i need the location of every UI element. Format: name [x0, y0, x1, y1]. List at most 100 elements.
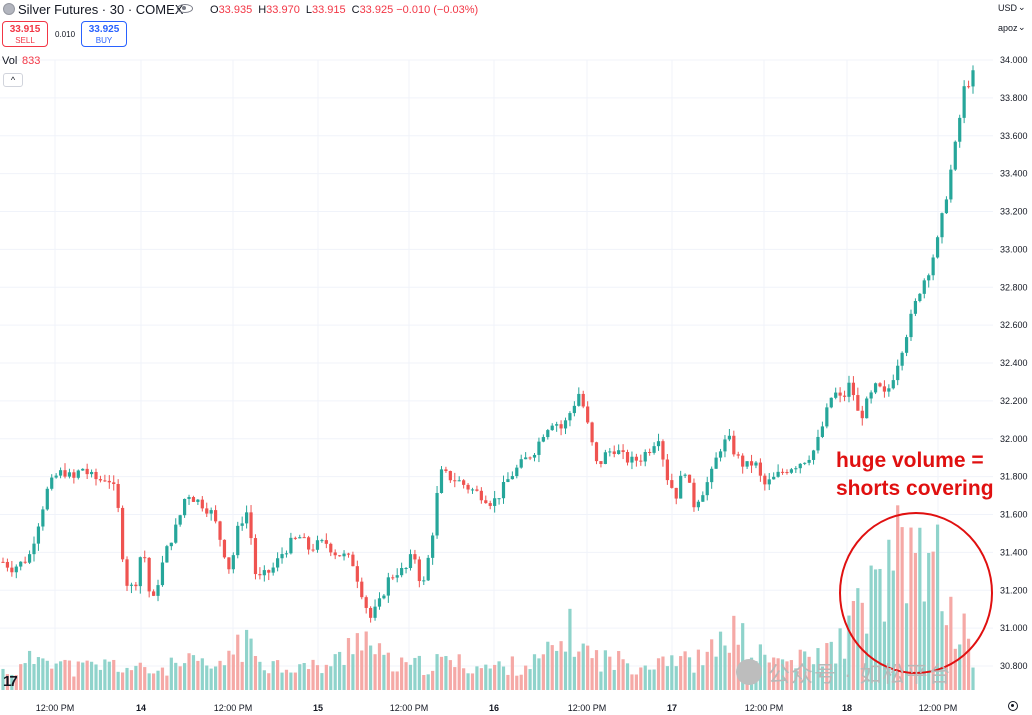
candle-body	[608, 451, 612, 453]
candle-body	[89, 471, 94, 475]
candle-body	[129, 584, 134, 586]
candle-body	[493, 498, 497, 506]
volume-bar	[227, 650, 231, 690]
candle-body	[240, 523, 244, 526]
volume-bar	[236, 634, 240, 690]
volume-bar	[532, 654, 537, 690]
volume-bar	[594, 650, 599, 690]
candle-body	[559, 424, 563, 429]
volume-bar	[27, 650, 32, 690]
volume-bar	[838, 628, 842, 690]
volume-bar	[315, 665, 320, 690]
volume-bar	[364, 631, 368, 690]
volume-bar	[643, 665, 647, 690]
volume-bar	[187, 653, 191, 690]
volume-bar	[475, 666, 479, 690]
y-tick-label: 34.000	[1000, 55, 1028, 65]
candle-body	[847, 382, 851, 397]
volume-bar	[674, 666, 678, 690]
volume-bar	[253, 656, 258, 690]
currency-selector[interactable]: USD	[998, 3, 1018, 13]
y-tick-label: 33.800	[1000, 93, 1028, 103]
candle-body	[466, 484, 470, 490]
volume-bar	[453, 667, 457, 690]
candle-body	[27, 554, 32, 563]
candle-body	[661, 441, 665, 460]
volume-bar	[497, 661, 501, 690]
volume-bar	[382, 654, 386, 690]
candle-body	[834, 392, 838, 398]
candle-body	[50, 477, 54, 489]
volume-bar	[165, 675, 169, 690]
candle-body	[245, 512, 249, 524]
candle-body	[231, 555, 235, 570]
x-tick-label: 12:00 PM	[568, 703, 607, 713]
candle-body	[307, 537, 311, 550]
candle-body	[568, 413, 572, 421]
volume-bar	[209, 668, 213, 690]
candle-body	[727, 435, 731, 440]
scale-mode-selector[interactable]: apoz	[998, 23, 1018, 33]
candle-body	[519, 459, 523, 468]
volume-bar	[373, 654, 377, 690]
candle-body	[807, 459, 811, 463]
volume-bar	[422, 674, 426, 690]
candle-body	[506, 479, 510, 483]
candle-body	[918, 293, 922, 301]
y-tick-label: 33.200	[1000, 207, 1028, 217]
candle-body	[342, 553, 346, 557]
volume-bar	[94, 664, 98, 690]
candle-body	[935, 237, 940, 258]
candle-body	[386, 577, 390, 596]
volume-bar	[169, 657, 173, 690]
volume-bar	[524, 665, 528, 690]
volume-bar	[182, 663, 187, 690]
volume-bar	[214, 666, 218, 690]
volume-bar	[625, 663, 630, 690]
candle-body	[156, 585, 160, 596]
buy-button[interactable]: 33.925 BUY	[81, 21, 127, 47]
candle-body	[395, 575, 399, 578]
volume-bar	[147, 673, 151, 690]
candle-body	[360, 581, 364, 598]
candle-body	[58, 470, 63, 476]
y-tick-label: 32.400	[1000, 358, 1028, 368]
volume-bar	[701, 665, 705, 690]
volume-bar	[50, 668, 54, 690]
candle-body	[67, 472, 72, 477]
volume-bar	[767, 662, 771, 690]
volume-bar	[550, 645, 554, 690]
volume-bar	[320, 673, 324, 690]
collapse-caret-icon[interactable]: ^	[3, 73, 23, 87]
buy-price: 33.925	[88, 24, 120, 35]
volume-bar	[714, 656, 718, 690]
currency-caret-icon[interactable]: ⌄	[1018, 2, 1026, 12]
volume-bar	[966, 638, 971, 690]
candle-body	[391, 577, 395, 579]
sell-button[interactable]: 33.915 SELL	[2, 21, 48, 47]
highlight-circle	[839, 512, 993, 674]
volume-legend-value: 833	[22, 55, 41, 67]
scale-caret-icon[interactable]: ⌄	[1018, 22, 1026, 32]
tradingview-logo-icon[interactable]: 17	[3, 673, 18, 690]
candle-body	[329, 543, 333, 553]
candle-body	[679, 475, 683, 499]
volume-bar	[683, 651, 687, 690]
candle-body	[439, 469, 444, 493]
eye-icon[interactable]	[177, 4, 193, 13]
candle-body	[444, 469, 448, 472]
volume-bar	[537, 658, 541, 690]
candlesticks	[1, 65, 975, 623]
candle-body	[949, 169, 953, 200]
gear-icon[interactable]	[1008, 701, 1018, 711]
candle-body	[462, 480, 466, 485]
candle-body	[887, 388, 891, 392]
candle-body	[23, 561, 27, 563]
candle-body	[869, 392, 873, 399]
volume-bar	[67, 660, 72, 690]
candle-body	[621, 450, 625, 453]
ohlc-close-key: C	[351, 4, 360, 16]
volume-bar	[19, 664, 23, 690]
symbol-title[interactable]: Silver Futures · 30 · COMEX	[18, 2, 184, 17]
